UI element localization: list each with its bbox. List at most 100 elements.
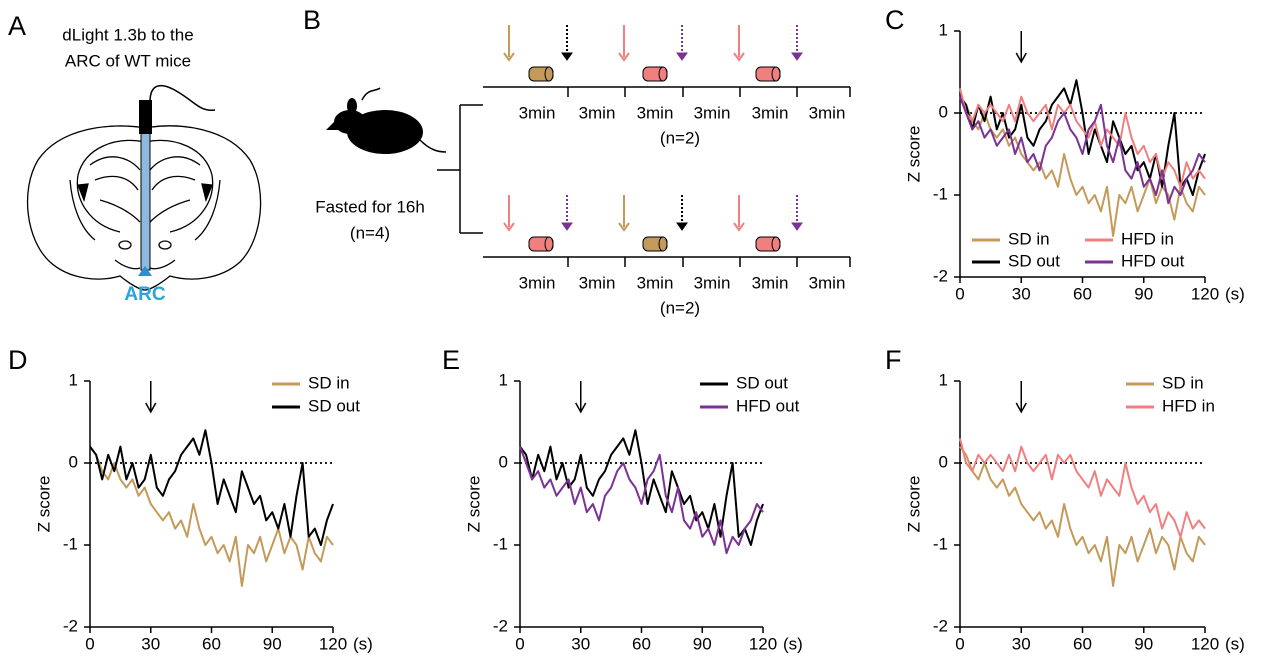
panel-letter: C	[885, 5, 905, 35]
x-tick-label: 90	[1134, 634, 1153, 653]
legend-label: HFD out	[1121, 251, 1185, 270]
panel-a-title: ARC of WT mice	[65, 51, 191, 70]
segment-label: 3min	[579, 273, 616, 292]
y-tick-label: 1	[69, 370, 78, 389]
region-label: ARC	[124, 284, 165, 305]
x-tick-label: 90	[263, 634, 282, 653]
panel-letter: E	[442, 345, 460, 375]
x-tick-label: 30	[141, 634, 160, 653]
line-chart: D -2 -1 0 1 0 30 60 90 120 (s) Z score SD in SD out	[8, 345, 373, 653]
y-tick-label: 0	[939, 102, 948, 121]
y-tick-label: -2	[493, 616, 508, 635]
series-line	[519, 429, 764, 546]
y-tick-label: 0	[939, 452, 948, 471]
bracket	[437, 104, 483, 234]
line-chart: E -2 -1 0 1 0 30 60 90 120 (s) Z score SD out HFD out	[442, 345, 803, 653]
y-tick-label: 1	[939, 370, 948, 389]
line-chart: C -2 -1 0 1 0 30 60 90 120 (s) Z score SD in SD out HF…	[885, 5, 1245, 303]
panel-letter: D	[8, 345, 28, 375]
segment-label: 3min	[637, 103, 674, 122]
y-tick-label: -1	[493, 534, 508, 553]
x-axis-label: (s)	[1225, 634, 1245, 653]
x-tick-label: 90	[1134, 284, 1153, 303]
legend-label: SD out	[1008, 251, 1060, 270]
y-tick-label: -1	[933, 534, 948, 553]
x-tick-label: 30	[1012, 634, 1031, 653]
arrow-head	[561, 52, 573, 61]
legend-label: SD out	[308, 396, 360, 415]
y-tick-label: -1	[63, 534, 78, 553]
x-tick-label: 120	[749, 634, 777, 653]
x-tick-label: 120	[319, 634, 347, 653]
food-pellet-end	[544, 66, 554, 82]
panel-letter: A	[8, 11, 26, 41]
x-tick-label: 60	[632, 634, 651, 653]
segment-label: 3min	[809, 103, 846, 122]
y-tick-label: -2	[933, 266, 948, 285]
y-axis-label: Z score	[904, 126, 923, 183]
arrow-head	[791, 52, 803, 61]
series-line	[959, 88, 1206, 188]
condition-label: Fasted for 16h	[315, 197, 425, 216]
line-chart: F -2 -1 0 1 0 30 60 90 120 (s) Z score SD in HFD in	[885, 345, 1245, 653]
mouse-icon	[326, 87, 447, 154]
series-line	[519, 446, 764, 555]
arrow-head	[503, 222, 515, 232]
y-tick-label: 1	[499, 370, 508, 389]
food-pellet-end	[771, 66, 781, 82]
x-axis-label: (s)	[1225, 284, 1245, 303]
condition-n: (n=4)	[350, 223, 390, 242]
y-axis-label: Z score	[464, 476, 483, 533]
series-line	[959, 438, 1206, 538]
event-arrow	[145, 381, 157, 414]
x-tick-label: 0	[955, 284, 964, 303]
y-tick-label: 0	[499, 452, 508, 471]
group-n: (n=2)	[660, 128, 700, 147]
series-line	[959, 446, 1206, 587]
arc-region	[138, 266, 152, 276]
segment-label: 3min	[694, 103, 731, 122]
group-n: (n=2)	[660, 298, 700, 317]
legend-label: HFD in	[1121, 229, 1174, 248]
x-tick-label: 30	[1012, 284, 1031, 303]
segment-label: 3min	[809, 273, 846, 292]
x-tick-label: 60	[1073, 634, 1092, 653]
segment-label: 3min	[752, 273, 789, 292]
food-pellet-end	[544, 236, 554, 252]
series-line	[959, 96, 1206, 237]
fiber-cable	[149, 85, 216, 111]
y-tick-label: 1	[939, 20, 948, 39]
y-tick-label: 0	[69, 452, 78, 471]
segment-label: 3min	[752, 103, 789, 122]
arrow-head	[618, 222, 630, 232]
legend-label: HFD in	[1162, 396, 1215, 415]
food-pellet-end	[658, 66, 668, 82]
arrow-head	[733, 222, 745, 232]
x-tick-label: 90	[693, 634, 712, 653]
x-tick-label: 120	[1191, 284, 1219, 303]
event-arrow	[1015, 31, 1027, 64]
series-line	[89, 429, 334, 546]
x-tick-label: 120	[1191, 634, 1219, 653]
series-line	[959, 96, 1206, 205]
legend-label: SD out	[736, 373, 788, 392]
segment-label: 3min	[637, 273, 674, 292]
event-arrow	[575, 381, 587, 414]
arrow-head	[503, 52, 515, 62]
event-arrow	[1015, 381, 1027, 414]
food-pellet-end	[658, 236, 668, 252]
x-axis-label: (s)	[783, 634, 803, 653]
segment-label: 3min	[694, 273, 731, 292]
arrow-head	[676, 222, 688, 231]
legend-label: SD in	[308, 373, 350, 392]
legend-label: SD in	[1008, 229, 1050, 248]
fiber-ferrule	[139, 100, 152, 134]
arrow-head	[618, 52, 630, 62]
x-tick-label: 60	[202, 634, 221, 653]
fiber-probe	[140, 129, 151, 271]
arrow-head	[733, 52, 745, 62]
arrow-head	[561, 222, 573, 231]
x-tick-label: 0	[515, 634, 524, 653]
x-tick-label: 60	[1073, 284, 1092, 303]
